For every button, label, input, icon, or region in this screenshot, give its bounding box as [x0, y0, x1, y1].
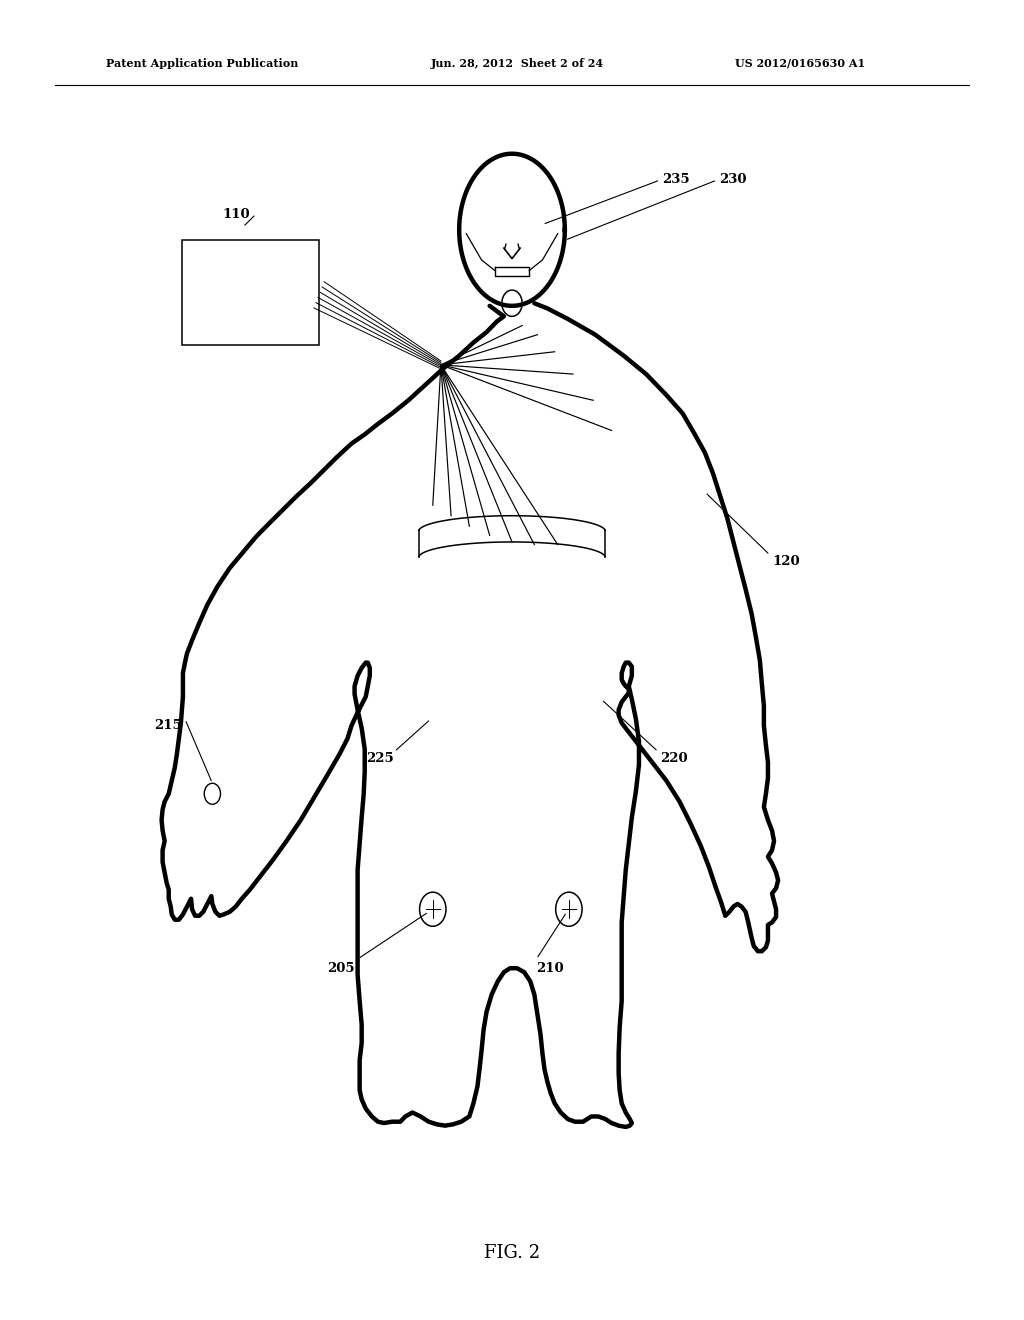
Text: 235: 235: [663, 173, 690, 186]
Bar: [182, 240, 319, 346]
Text: 230: 230: [719, 173, 746, 186]
Text: 225: 225: [366, 752, 393, 764]
Text: 110: 110: [222, 207, 250, 220]
Text: 205: 205: [327, 962, 354, 974]
Text: 210: 210: [537, 962, 564, 974]
Text: 215: 215: [155, 719, 182, 733]
Text: FIG. 2: FIG. 2: [484, 1243, 540, 1262]
Text: Jun. 28, 2012  Sheet 2 of 24: Jun. 28, 2012 Sheet 2 of 24: [431, 58, 604, 69]
Text: Patent Application Publication: Patent Application Publication: [105, 58, 298, 69]
Text: US 2012/0165630 A1: US 2012/0165630 A1: [735, 58, 865, 69]
Text: 220: 220: [660, 752, 688, 764]
Text: 120: 120: [772, 556, 800, 568]
